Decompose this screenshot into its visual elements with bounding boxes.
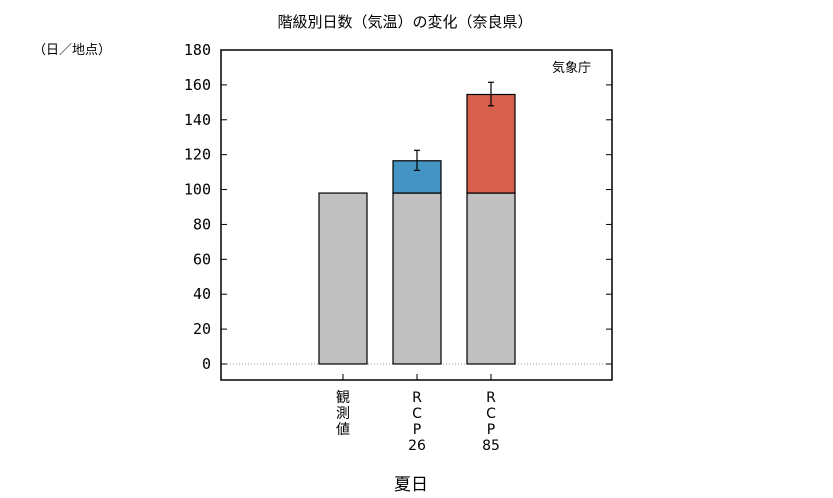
category-label: 測 (336, 406, 350, 422)
category-label: R (486, 390, 496, 406)
bar-segment (318, 192, 368, 365)
bar-segment (466, 93, 516, 194)
bar-segment (392, 160, 442, 194)
y-tick-label: 40 (193, 285, 211, 303)
category-label: 26 (408, 438, 426, 454)
category-label: 85 (482, 438, 500, 454)
chart-title: 階級別日数（気温）の変化（奈良県） (277, 13, 532, 31)
category-label: 観 (336, 389, 350, 406)
category-label: C (486, 406, 496, 422)
category-label: 値 (336, 422, 350, 438)
y-tick-label: 60 (193, 250, 211, 268)
bar-segment (466, 192, 516, 365)
y-tick-label: 80 (193, 215, 211, 233)
y-tick-label: 100 (184, 181, 211, 199)
y-axis-unit: （日／地点） (33, 43, 111, 58)
x-axis-label: 夏日 (394, 475, 428, 495)
y-tick-label: 180 (184, 41, 211, 59)
source-annotation: 気象庁 (552, 60, 591, 76)
category-label: C (412, 406, 422, 422)
bar-segment (392, 192, 442, 365)
y-tick-label: 140 (184, 111, 211, 129)
y-tick-label: 160 (184, 76, 211, 94)
category-label: P (413, 422, 421, 438)
y-tick-label: 120 (184, 146, 211, 164)
y-tick-label: 0 (202, 355, 211, 373)
category-label: R (412, 390, 422, 406)
category-label: P (487, 422, 495, 438)
y-tick-label: 20 (193, 320, 211, 338)
